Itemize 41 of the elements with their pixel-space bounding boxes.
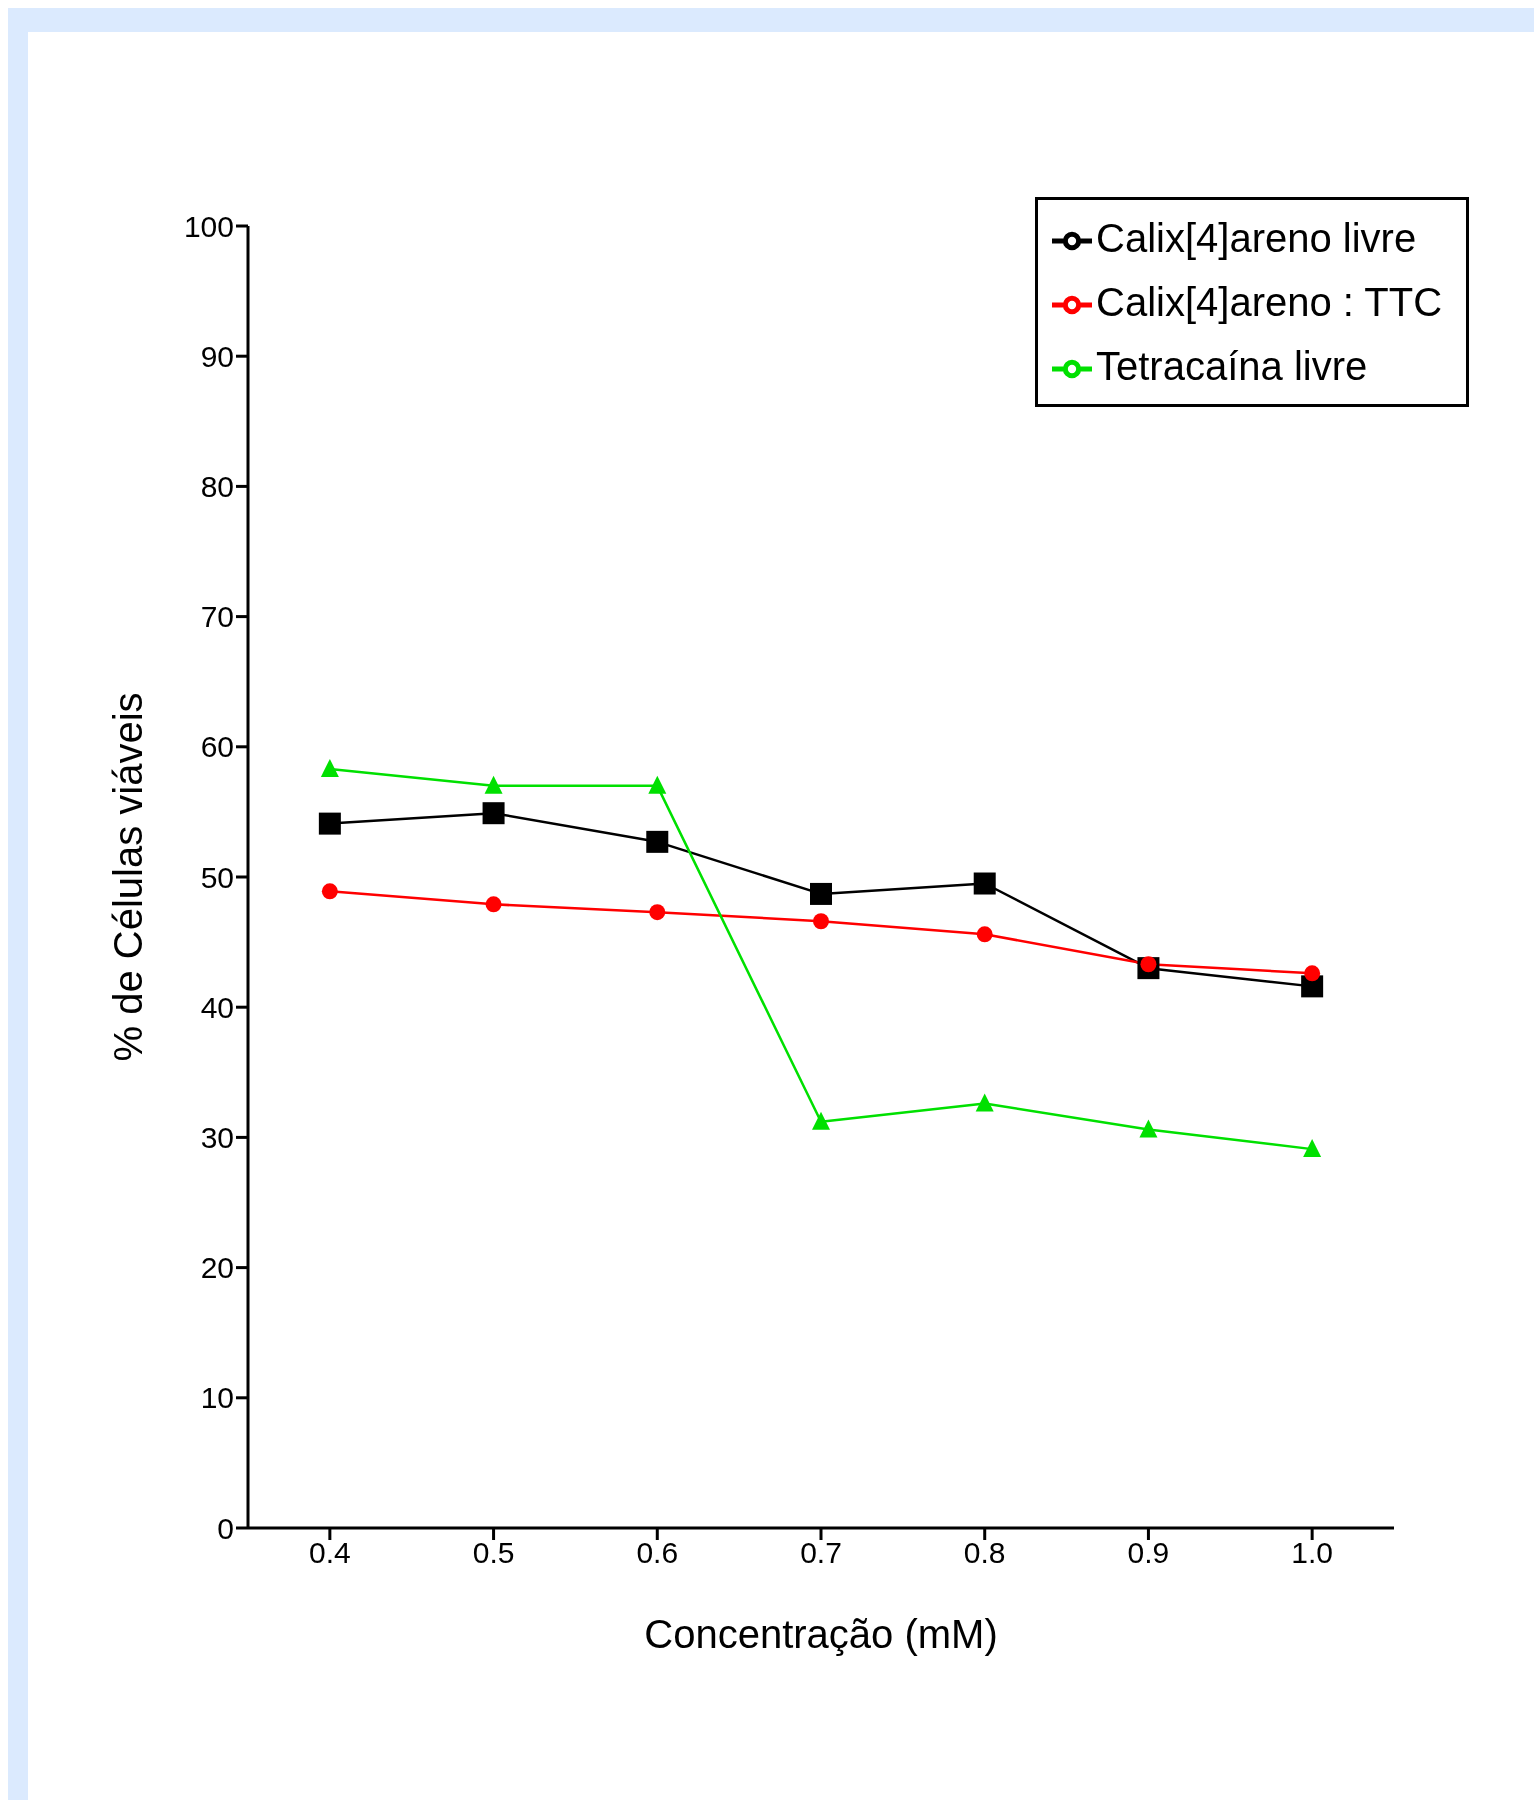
point — [649, 904, 666, 921]
x-tick-label: 0.9 — [1127, 1536, 1170, 1570]
point — [973, 872, 996, 895]
point — [810, 882, 832, 905]
point — [1303, 1139, 1322, 1158]
x-tick-label: 0.8 — [963, 1536, 1006, 1570]
point — [646, 830, 669, 853]
x-tick-label: 0.6 — [636, 1536, 679, 1570]
y-tick-label: 100 — [183, 209, 234, 243]
x-axis-title: Concentração (mM) — [644, 1612, 998, 1656]
legend-label: Tetracaína livre — [1096, 344, 1368, 388]
point — [485, 896, 502, 913]
y-tick-label: 40 — [200, 990, 234, 1024]
point — [975, 1093, 994, 1112]
legend-label: Calix[4]areno livre — [1096, 216, 1417, 260]
y-tick-label: 80 — [200, 470, 234, 504]
y-tick-label: 90 — [200, 339, 234, 373]
y-tick-label: 10 — [200, 1381, 234, 1415]
x-tick-label: 0.4 — [309, 1536, 351, 1570]
point — [648, 775, 667, 794]
y-tick-label: 70 — [200, 600, 234, 634]
y-axis-title: % de Células viáveis — [106, 692, 151, 1062]
point — [318, 812, 341, 835]
y-tick-label: 20 — [200, 1251, 234, 1285]
y-tick-label: 60 — [200, 730, 234, 764]
point — [484, 775, 503, 794]
point — [976, 926, 993, 943]
point — [1304, 965, 1321, 982]
x-tick-label: 1.0 — [1291, 1536, 1333, 1570]
point — [813, 913, 829, 930]
y-tick-label: 30 — [200, 1121, 234, 1155]
x-tick-label: 0.7 — [800, 1536, 842, 1570]
x-tick-label: 0.5 — [472, 1536, 515, 1570]
y-tick-label: 50 — [200, 860, 234, 894]
point — [812, 1111, 830, 1130]
point — [320, 758, 339, 777]
point — [1139, 1119, 1158, 1138]
point — [482, 802, 505, 825]
point — [321, 883, 338, 900]
y-tick-label: 0 — [217, 1511, 234, 1545]
legend-label: Calix[4]areno : TTC — [1096, 280, 1443, 324]
